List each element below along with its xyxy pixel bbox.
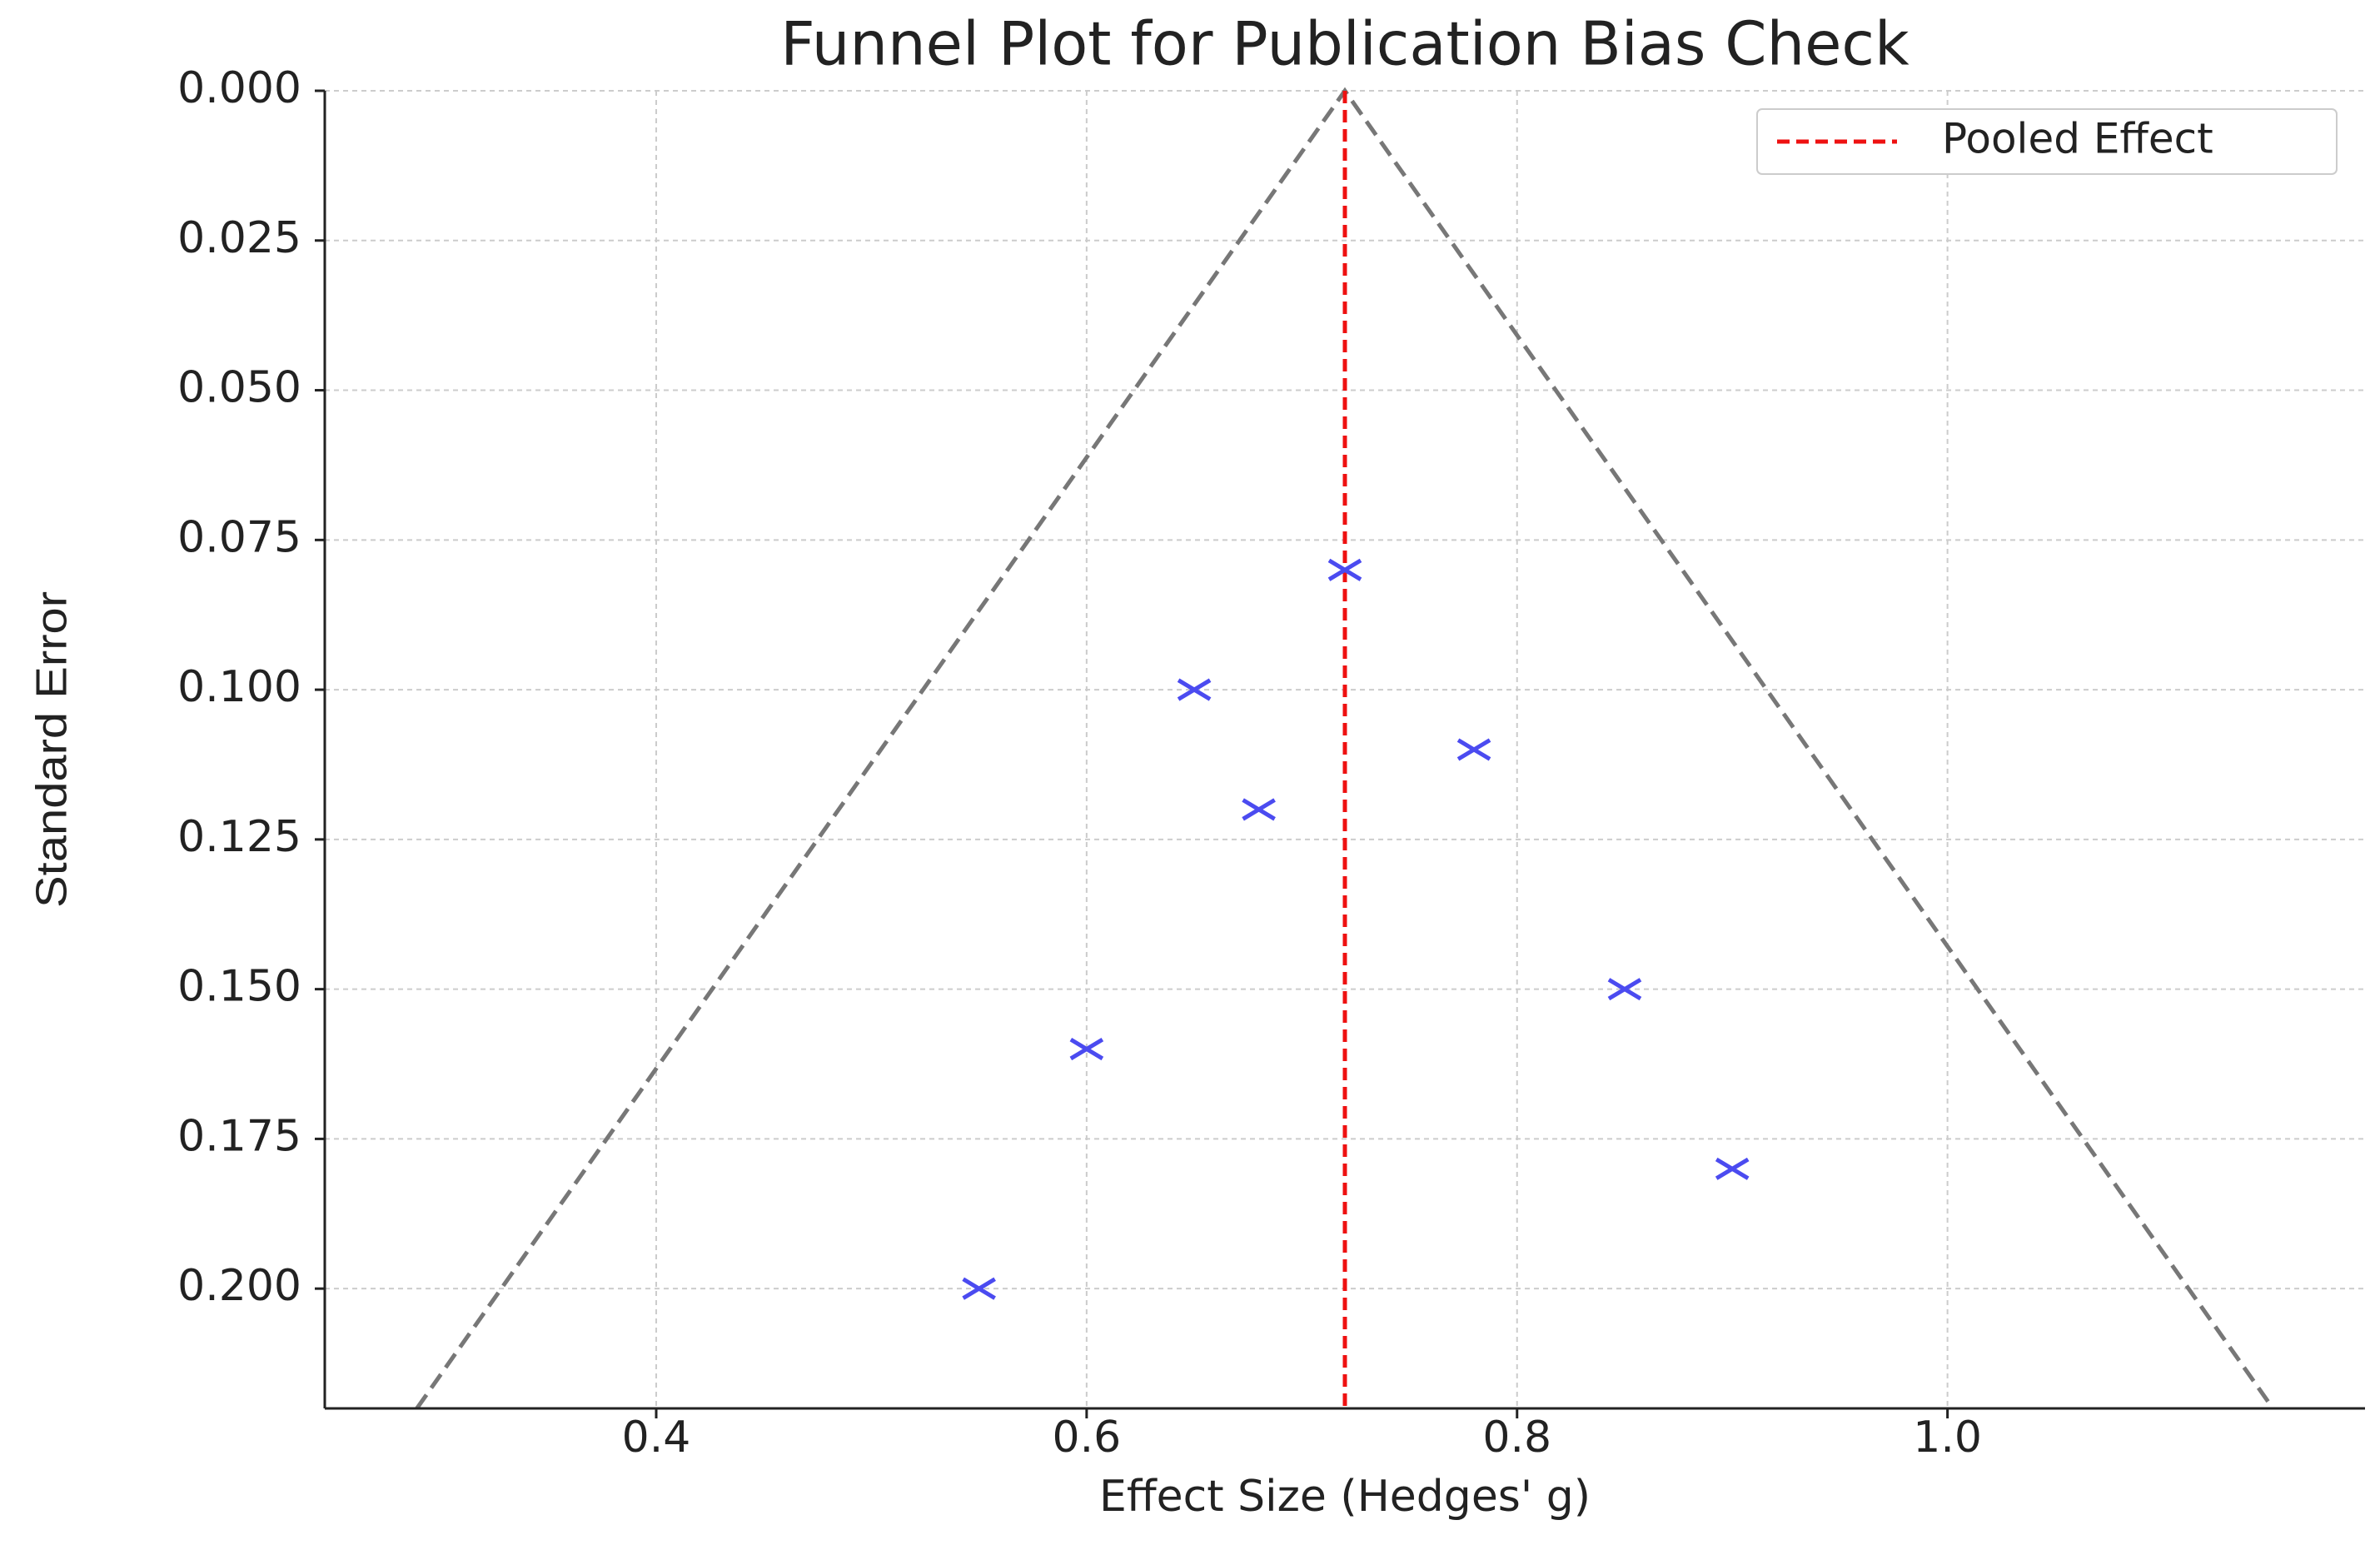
data-point [1607, 978, 1642, 1001]
y-tick-label: 0.100 [177, 662, 301, 712]
x-tick-label: 0.8 [1482, 1413, 1551, 1463]
y-tick-label: 0.025 [177, 213, 301, 263]
y-tick-label: 0.075 [177, 512, 301, 562]
data-point [1177, 678, 1212, 701]
x-tick-label: 0.6 [1053, 1413, 1122, 1463]
data-point [1242, 798, 1276, 821]
y-tick-label: 0.175 [177, 1111, 301, 1161]
x-axis-label: Effect Size (Hedges' g) [1099, 1472, 1591, 1522]
y-axis-label: Standard Error [28, 591, 77, 908]
y-tick-label: 0.200 [177, 1261, 301, 1311]
data-point [962, 1277, 996, 1300]
y-tick-label: 0.125 [177, 812, 301, 862]
data-point [1715, 1157, 1750, 1180]
legend-box [1756, 108, 2338, 175]
x-tick-label: 1.0 [1913, 1413, 1982, 1463]
y-tick-label: 0.150 [177, 962, 301, 1012]
data-point [1456, 738, 1491, 761]
data-point [1069, 1038, 1104, 1061]
data-point [1327, 558, 1362, 581]
chart-title: Funnel Plot for Publication Bias Check [780, 9, 1909, 79]
x-tick-label: 0.4 [622, 1413, 691, 1463]
y-tick-label: 0.000 [177, 63, 301, 113]
y-tick-label: 0.050 [177, 363, 301, 413]
legend-label: Pooled Effect [1942, 115, 2213, 163]
